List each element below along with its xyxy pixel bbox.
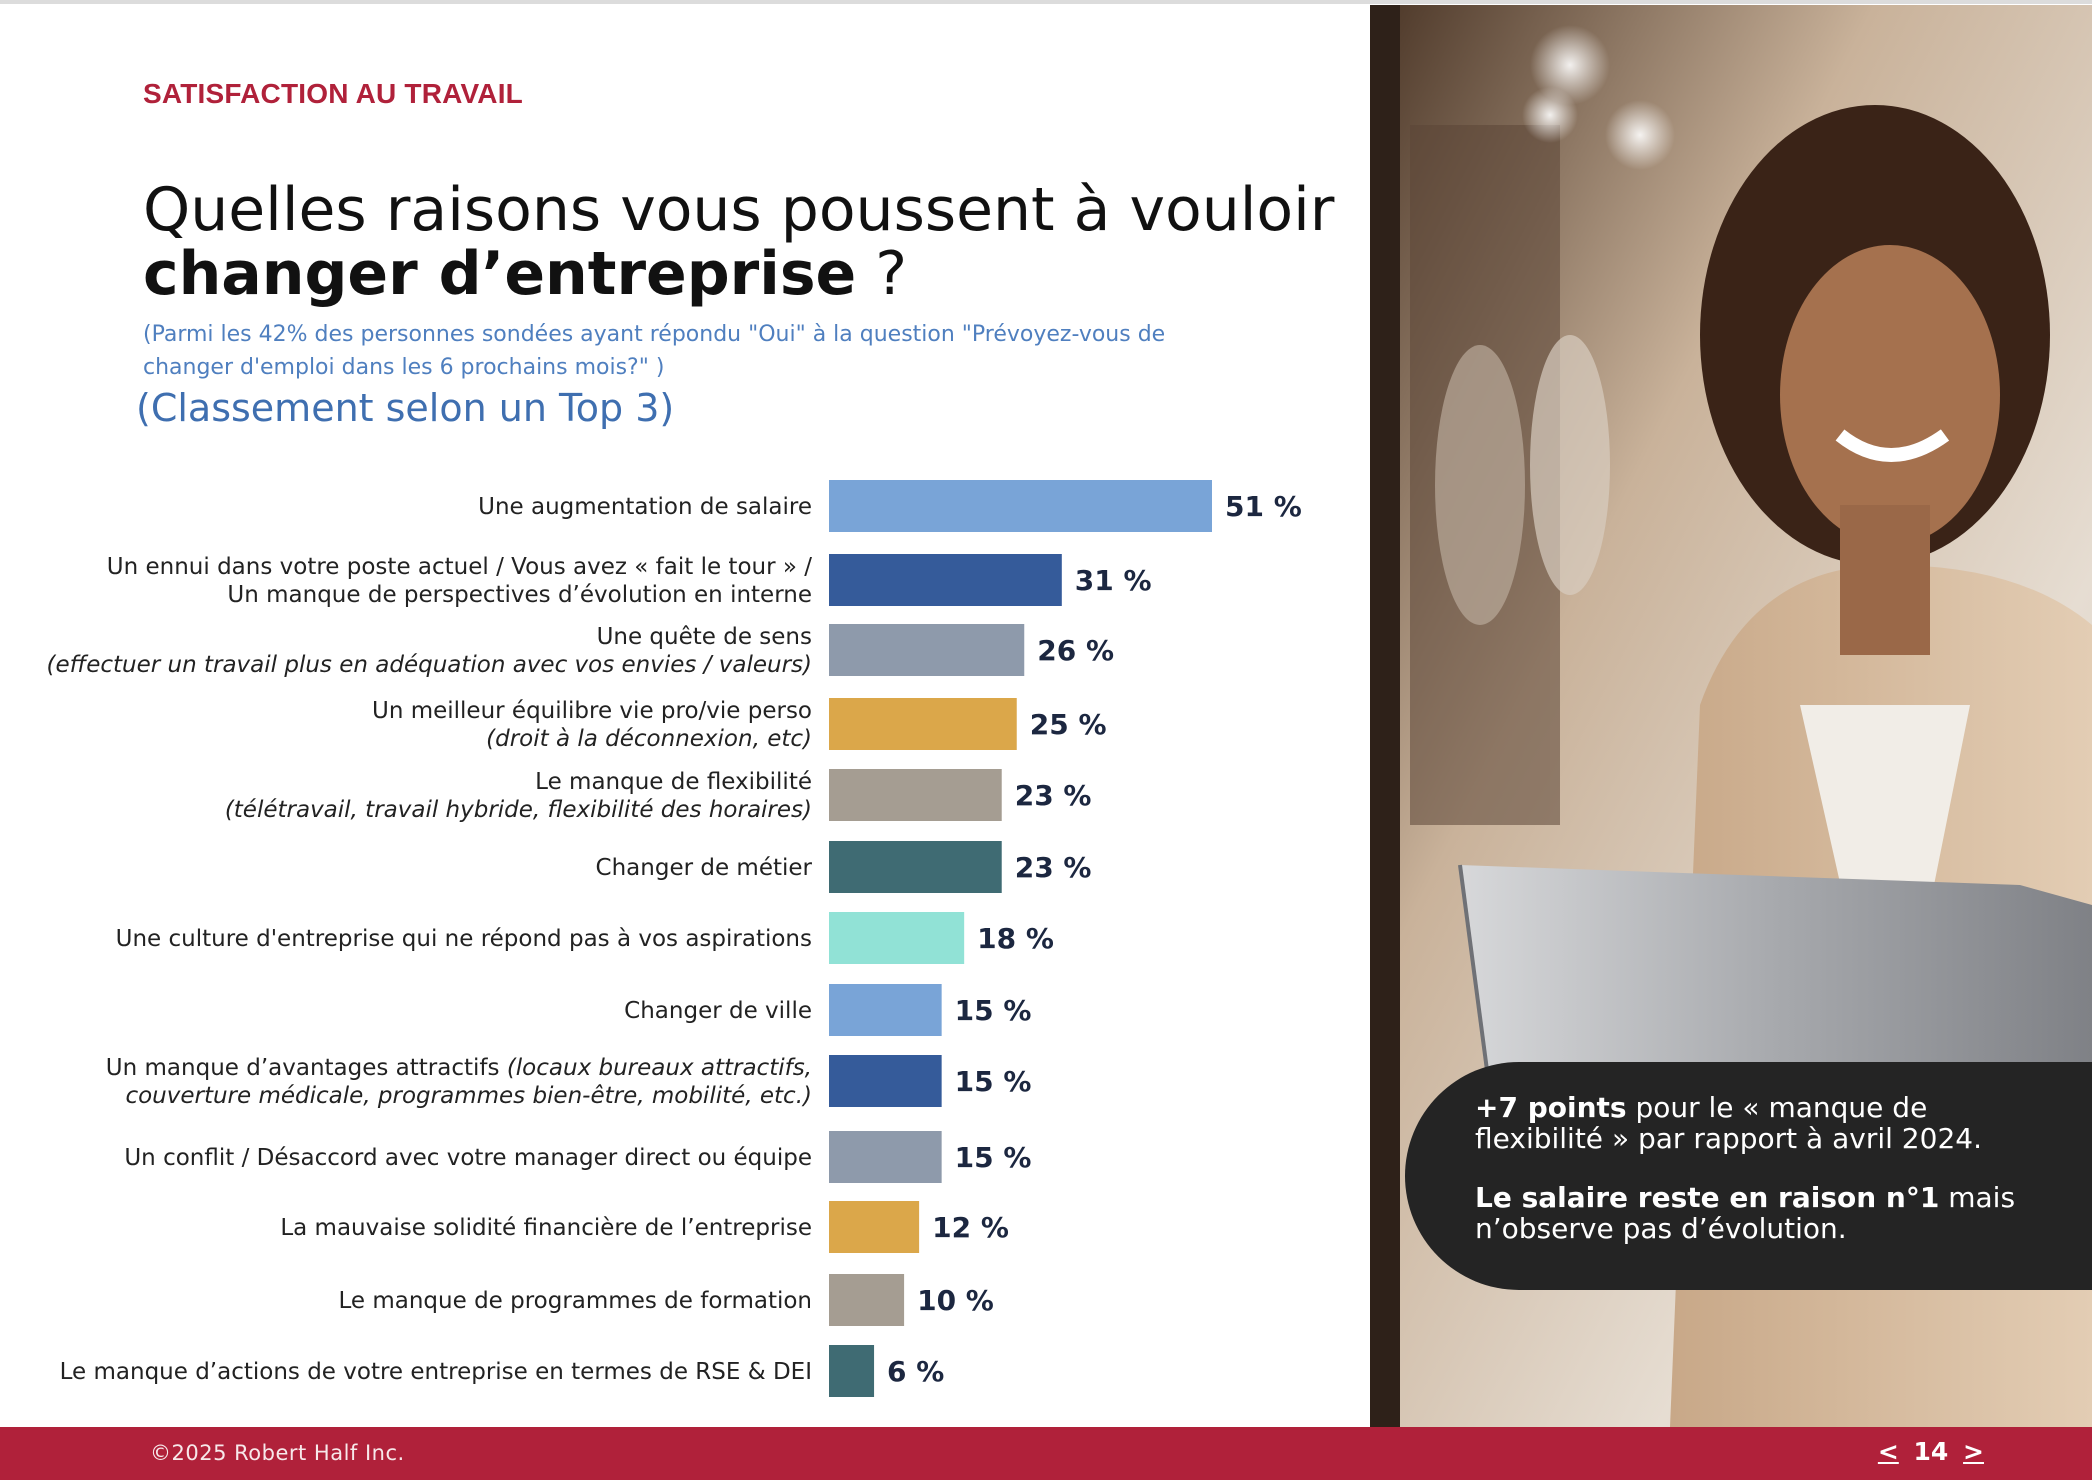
page-number: 14 [1913,1437,1949,1466]
value-label-5: 23 % [1015,779,1092,812]
category-label-10-line-1: Un conflit / Désaccord avec votre manage… [124,1145,812,1171]
bar-9 [829,1055,942,1107]
bar-chart: 51 % Une augmentation de salaire 31 % Un en… [46,480,1302,1397]
category-label-12-line-1: Le manque de programmes de formation [338,1288,812,1314]
ranking-note: (Classement selon un Top 3) [136,386,675,430]
value-label-10: 15 % [955,1141,1032,1174]
bar-3 [829,624,1025,676]
bar-10 [829,1131,942,1183]
category-label-7-line-1: Une culture d'entreprise qui ne répond p… [116,926,812,952]
category-label-4-line-2: (droit à la déconnexion, etc) [486,726,812,752]
footer-bar: ©2025 Robert Half Inc. < 14 > [0,1427,2092,1480]
bar-4 [829,698,1017,750]
category-label-11-line-1: La mauvaise solidité financière de l’ent… [280,1215,812,1241]
bar-5 [829,769,1002,821]
category-label-13-line-1: Le manque d’actions de votre entreprise … [60,1359,812,1385]
section-label: SATISFACTION AU TRAVAIL [143,78,523,109]
category-label-9-line-1: Un manque d’avantages attractifs (locaux… [106,1055,812,1081]
next-page-link[interactable]: > [1963,1437,1984,1466]
callout-line1: +7 points pour le « manque de flexibilit… [1475,1092,2055,1154]
value-label-4: 25 % [1030,708,1107,741]
value-label-13: 6 % [887,1355,944,1388]
value-label-3: 26 % [1037,634,1114,667]
value-label-12: 10 % [917,1284,994,1317]
bar-2 [829,554,1062,606]
category-label-9-line-2: couverture médicale, programmes bien-êtr… [125,1083,812,1109]
callout-line2-bold: Le salaire reste en raison n°1 [1475,1181,1940,1214]
callout-text: +7 points pour le « manque de flexibilit… [1475,1092,2055,1272]
copyright-text: ©2025 Robert Half Inc. [150,1441,405,1465]
page-title: Quelles raisons vous poussent à vouloir … [143,178,1343,306]
category-label-5-line-1: Le manque de flexibilité [535,769,812,795]
callout-line1-rest: pour le « manque de flexibilité » par ra… [1475,1091,1982,1155]
category-label-6-line-1: Changer de métier [596,855,813,881]
bar-1 [829,480,1212,532]
category-label-3-line-1: Une quête de sens [597,624,812,650]
value-label-6: 23 % [1015,851,1092,884]
category-label-4-line-1: Un meilleur équilibre vie pro/vie perso [372,698,812,724]
prev-page-link[interactable]: < [1877,1437,1899,1466]
bar-12 [829,1274,905,1326]
category-label-2-line-1: Un ennui dans votre poste actuel / Vous … [107,554,812,580]
title-part1: Quelles raisons vous poussent à vouloir [143,175,1335,245]
top-border [0,0,2092,4]
page-navigation: < 14 > [1872,1437,1990,1466]
title-part2: ? [856,239,908,309]
category-label-8-line-1: Changer de ville [624,998,812,1024]
title-bold: changer d’entreprise [143,239,857,309]
value-label-9: 15 % [955,1065,1032,1098]
value-label-2: 31 % [1075,564,1152,597]
bar-6 [829,841,1002,893]
bar-13 [829,1345,875,1397]
value-label-11: 12 % [932,1211,1009,1244]
callout-line1-bold: +7 points [1475,1091,1627,1124]
callout-line2-rest: mais n’observe pas d’évolution. [1475,1181,2016,1245]
category-label-5-line-2: (télétravail, travail hybride, flexibili… [225,797,812,823]
category-label-1-line-1: Une augmentation de salaire [478,494,812,520]
bar-11 [829,1201,920,1253]
category-label-3-line-2: (effectuer un travail plus en adéquation… [46,652,812,678]
category-label-2-line-2: Un manque de perspectives d’évolution en… [227,582,812,608]
value-label-7: 18 % [977,922,1054,955]
value-label-8: 15 % [955,994,1032,1027]
callout-line2: Le salaire reste en raison n°1 mais n’ob… [1475,1182,2055,1244]
bar-7 [829,912,965,964]
value-label-1: 51 % [1225,490,1302,523]
insight-callout: +7 points pour le « manque de flexibilit… [1405,1062,2092,1290]
page-subtitle: (Parmi les 42% des personnes sondées aya… [143,322,1166,380]
bar-8 [829,984,942,1036]
